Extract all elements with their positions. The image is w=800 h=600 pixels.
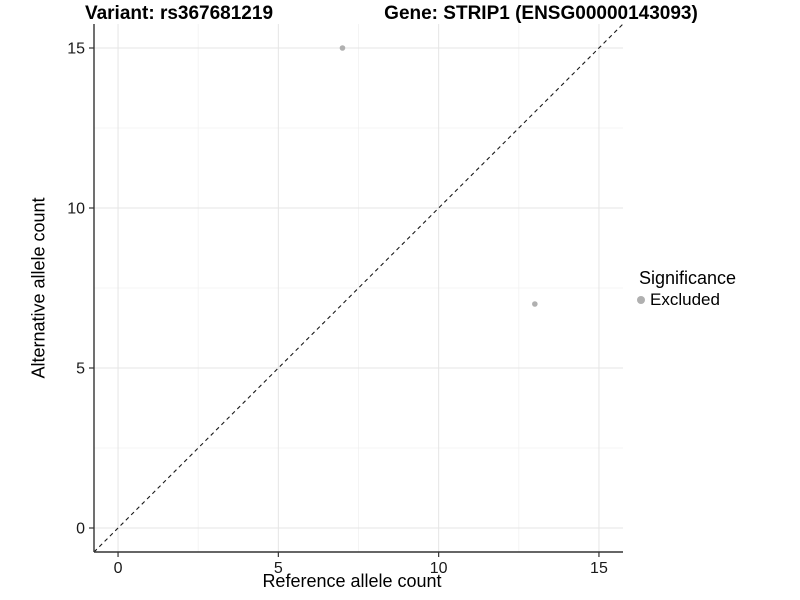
y-tick-label: 10 bbox=[67, 201, 85, 218]
axis-lines bbox=[93, 24, 623, 553]
identity-line bbox=[93, 23, 624, 553]
plot-title-gene: Gene: STRIP1 (ENSG00000143093) bbox=[384, 3, 698, 24]
plot-title-variant: Variant: rs367681219 bbox=[84, 3, 274, 24]
minor-gridlines bbox=[94, 24, 623, 552]
x-tick-label: 15 bbox=[590, 560, 608, 577]
axis-ticks bbox=[89, 47, 600, 557]
y-axis-label: Alternative allele count bbox=[28, 197, 49, 379]
legend-point-icon bbox=[637, 296, 645, 304]
legend-item-label: Excluded bbox=[650, 290, 720, 309]
y-tick-label: 5 bbox=[76, 361, 85, 378]
data-points bbox=[339, 45, 538, 307]
major-gridlines bbox=[94, 24, 623, 552]
x-axis-label: Reference allele count bbox=[262, 571, 442, 591]
data-point bbox=[339, 45, 346, 51]
legend: Significance Excluded bbox=[637, 268, 736, 310]
y-tick-label: 15 bbox=[67, 41, 85, 58]
x-tick-label: 5 bbox=[274, 560, 283, 577]
x-tick-label: 10 bbox=[430, 560, 448, 577]
data-point bbox=[532, 301, 538, 307]
legend-title: Significance bbox=[639, 268, 737, 288]
y-tick-label: 0 bbox=[76, 521, 85, 538]
legend-item-excluded: Excluded bbox=[637, 290, 736, 310]
x-tick-label: 0 bbox=[114, 560, 123, 577]
tick-labels: 0 5 10 15 0 5 10 15 bbox=[67, 41, 608, 578]
